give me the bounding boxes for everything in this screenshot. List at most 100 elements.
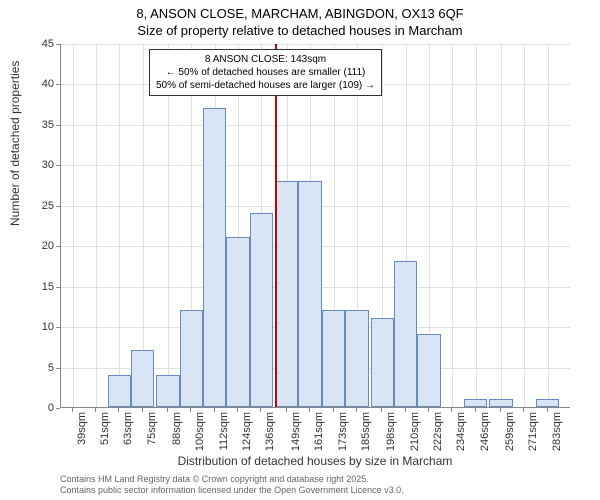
x-tick-label: 100sqm [194,412,206,451]
gridline-vertical [96,44,97,407]
x-tick-mark [142,408,143,412]
x-tick-label: 198sqm [385,412,397,451]
gridline-horizontal [61,44,570,45]
gridline-vertical [119,44,120,407]
annotation-box: 8 ANSON CLOSE: 143sqm ← 50% of detached … [149,49,382,96]
x-tick-mark [381,408,382,412]
histogram-bar [322,310,345,407]
x-tick-label: 259sqm [504,412,516,451]
x-tick-mark [214,408,215,412]
y-tick-label: 5 [24,362,54,374]
chart-title-subtitle: Size of property relative to detached ho… [0,21,600,38]
x-tick-label: 185sqm [360,412,372,451]
x-tick-mark [260,408,261,412]
histogram-bar [371,318,394,407]
histogram-bar [180,310,203,407]
y-tick-label: 15 [24,281,54,293]
plot-area: 8 ANSON CLOSE: 143sqm ← 50% of detached … [60,44,570,408]
annotation-line: 8 ANSON CLOSE: 143sqm [156,53,375,66]
histogram-bar [394,261,417,407]
x-tick-mark [333,408,334,412]
x-tick-label: 210sqm [409,412,421,451]
y-tick-mark [56,125,60,126]
x-tick-label: 51sqm [99,412,111,445]
y-tick-label: 35 [24,119,54,131]
y-tick-label: 30 [24,159,54,171]
x-tick-mark [309,408,310,412]
x-tick-label: 149sqm [290,412,302,451]
histogram-bar [131,350,154,407]
reference-line [275,44,277,407]
x-tick-mark [72,408,73,412]
x-tick-mark [356,408,357,412]
histogram-bar [489,399,512,407]
x-tick-mark [428,408,429,412]
gridline-vertical [476,44,477,407]
gridline-horizontal [61,125,570,126]
y-tick-mark [56,165,60,166]
histogram-bar [226,237,249,407]
y-tick-mark [56,84,60,85]
x-tick-mark [237,408,238,412]
gridline-vertical [548,44,549,407]
gridline-vertical [524,44,525,407]
x-tick-label: 88sqm [171,412,183,445]
y-tick-label: 0 [24,402,54,414]
gridline-vertical [168,44,169,407]
x-tick-label: 136sqm [264,412,276,451]
x-tick-label: 124sqm [241,412,253,451]
gridline-horizontal [61,165,570,166]
y-tick-mark [56,246,60,247]
histogram-bar [417,334,440,407]
x-axis-label: Distribution of detached houses by size … [60,454,570,468]
histogram-bar [108,375,131,407]
x-tick-label: 63sqm [122,412,134,445]
x-tick-label: 112sqm [218,412,230,450]
footer: Contains HM Land Registry data © Crown c… [60,474,404,496]
histogram-bar [345,310,368,407]
x-tick-mark [547,408,548,412]
x-tick-label: 234sqm [455,412,467,451]
histogram-bar [156,375,179,407]
x-tick-mark [190,408,191,412]
footer-line: Contains HM Land Registry data © Crown c… [60,474,404,485]
x-tick-mark [286,408,287,412]
histogram-bar [275,181,298,407]
x-tick-mark [167,408,168,412]
x-tick-mark [523,408,524,412]
x-tick-label: 173sqm [337,412,349,451]
y-axis-label: Number of detached properties [8,61,22,226]
y-tick-label: 45 [24,38,54,50]
histogram-bar [203,108,226,407]
annotation-line: 50% of semi-detached houses are larger (… [156,79,375,92]
histogram-bar [298,181,321,407]
gridline-vertical [501,44,502,407]
histogram-bar [250,213,273,407]
y-tick-mark [56,368,60,369]
histogram-bar [536,399,559,407]
y-tick-label: 25 [24,200,54,212]
x-tick-label: 222sqm [432,412,444,451]
x-tick-label: 39sqm [76,412,88,445]
y-tick-mark [56,287,60,288]
x-tick-mark [405,408,406,412]
x-tick-mark [118,408,119,412]
y-tick-mark [56,44,60,45]
y-tick-mark [56,408,60,409]
x-tick-label: 283sqm [551,412,563,451]
x-tick-label: 271sqm [527,412,539,451]
y-tick-mark [56,327,60,328]
y-tick-label: 10 [24,321,54,333]
y-tick-mark [56,206,60,207]
gridline-vertical [73,44,74,407]
x-tick-label: 246sqm [479,412,491,451]
gridline-vertical [452,44,453,407]
chart-container: 8, ANSON CLOSE, MARCHAM, ABINGDON, OX13 … [0,0,600,500]
x-tick-mark [500,408,501,412]
annotation-line: ← 50% of detached houses are smaller (11… [156,66,375,79]
x-tick-mark [475,408,476,412]
y-tick-label: 20 [24,240,54,252]
y-tick-label: 40 [24,78,54,90]
x-tick-mark [95,408,96,412]
x-tick-mark [451,408,452,412]
